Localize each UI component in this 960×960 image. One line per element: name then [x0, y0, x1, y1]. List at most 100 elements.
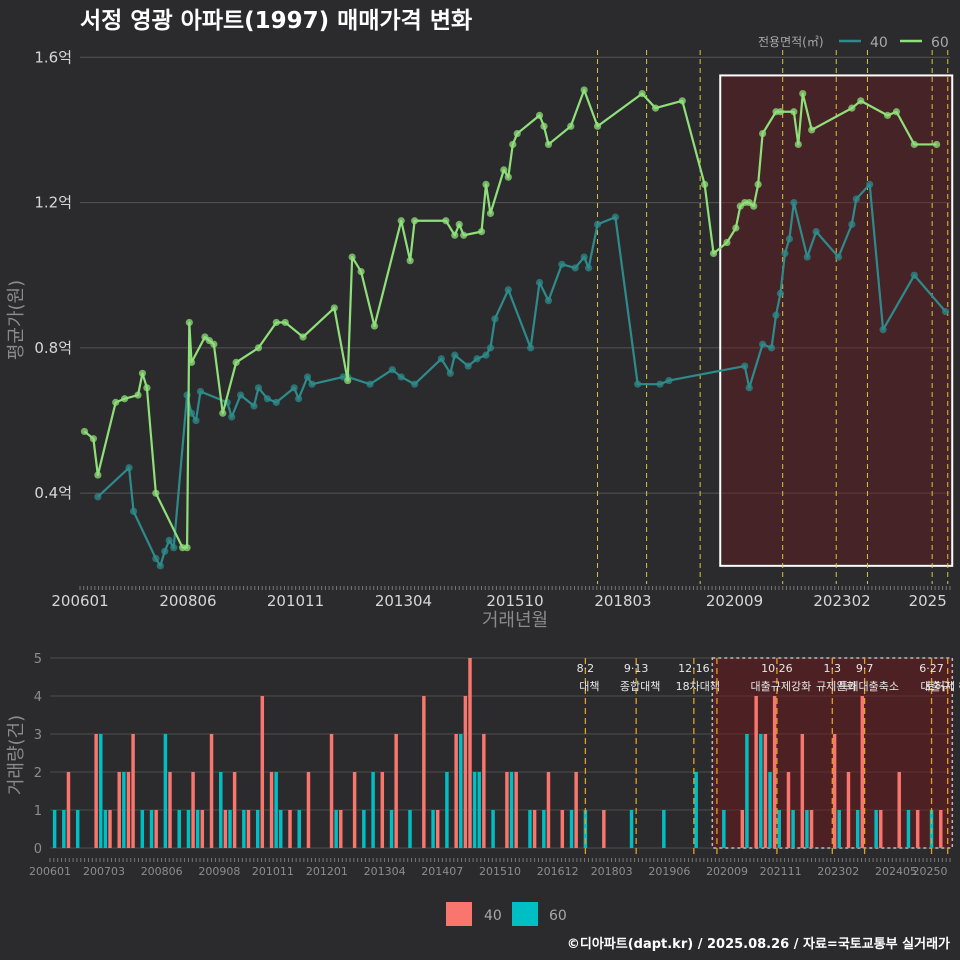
volume-bar-40 — [246, 810, 251, 848]
x-axis-label: 거래년월 — [482, 610, 548, 631]
series-60-line — [83, 88, 937, 549]
volume-bar-60 — [195, 810, 200, 848]
x-tick-label-5: 201803 — [594, 592, 651, 610]
y-tick-label-1: 0.8억 — [34, 339, 72, 357]
volume-x-tick-label-14: 202302 — [817, 865, 859, 878]
volume-bar-60 — [122, 772, 126, 848]
volume-bar-60 — [186, 810, 191, 848]
policy-date-6: 9·7 — [856, 662, 874, 675]
volume-bar-40 — [532, 810, 537, 848]
volume-bar-60 — [242, 810, 246, 848]
volume-bar-60 — [219, 772, 223, 848]
volume-bar-60 — [389, 810, 394, 848]
volume-bar-40 — [740, 810, 745, 848]
volume-bar-40 — [108, 810, 112, 848]
volume-bar-60 — [371, 772, 375, 848]
volume-bar-60 — [472, 772, 477, 848]
volume-bar-60 — [445, 772, 449, 848]
volume-bar-40 — [574, 772, 578, 848]
volume-bar-40 — [394, 734, 398, 848]
volume-bar-40 — [560, 810, 565, 848]
x-tick-label-8: 2025 — [909, 592, 947, 610]
policy-label-1: 종합대책 — [620, 680, 660, 693]
volume-bar-40 — [939, 810, 943, 848]
policy-label-8: 토허제 해제 — [925, 679, 960, 693]
volume-bar-40 — [269, 772, 274, 848]
volume-bar-60 — [75, 810, 80, 848]
top-legend: 전용면적(㎡) 40 60 — [758, 35, 949, 51]
volume-bar-60 — [228, 810, 232, 848]
volume-x-tick-label-4: 201011 — [252, 865, 294, 878]
volume-bar-40 — [602, 810, 606, 848]
policy-date-7: 6·27 — [919, 662, 944, 675]
x-tick-label-0: 200601 — [51, 592, 108, 610]
volume-bar-60 — [768, 772, 772, 848]
volume-bar-40 — [223, 810, 228, 848]
volume-bar-60 — [874, 810, 878, 848]
policy-date-0: 8·2 — [577, 662, 595, 675]
volume-bar-60 — [777, 810, 781, 848]
volume-x-tick-label-12: 202009 — [706, 865, 748, 878]
volume-bar-60 — [408, 810, 412, 848]
chart-title: 서정 영광 아파트(1997) 매매가격 변화 — [80, 8, 472, 34]
policy-label-4: 대출규제강화 — [751, 680, 812, 693]
x-tick-label-1: 200806 — [159, 592, 216, 610]
volume-bar-60 — [491, 810, 495, 848]
volume-bar-60 — [459, 734, 463, 848]
volume-bar-40 — [117, 772, 121, 848]
volume-bar-40 — [546, 772, 551, 848]
volume-bar-40 — [126, 772, 131, 848]
volume-bar-40 — [94, 734, 98, 848]
volume-bar-60 — [509, 772, 514, 848]
volume-y-tick-1: 1 — [34, 804, 42, 819]
volume-bar-60 — [297, 810, 301, 848]
bottom-legend-60-label: 60 — [549, 908, 567, 924]
volume-bar-60 — [855, 810, 860, 848]
volume-bar-40 — [846, 772, 851, 848]
volume-bar-60 — [274, 772, 278, 848]
policy-date-4: 10·26 — [761, 662, 793, 675]
volume-bar-40 — [879, 810, 883, 848]
volume-bar-40 — [897, 772, 901, 848]
legend-40-label: 40 — [870, 35, 888, 51]
volume-bar-40 — [380, 772, 385, 848]
y-tick-label-0: 0.4억 — [34, 484, 72, 502]
volume-bar-60 — [837, 810, 841, 848]
volume-bar-40 — [422, 696, 426, 848]
volume-bar-40 — [514, 772, 518, 848]
volume-bar-40 — [131, 734, 135, 848]
legend-60-swatch — [512, 902, 538, 926]
volume-bar-40 — [352, 772, 357, 848]
bottom-legend: 40 60 — [446, 902, 567, 926]
volume-bar-60 — [103, 810, 108, 848]
volume-bar-40 — [482, 734, 486, 848]
volume-y-axis-label: 거래량(건) — [6, 715, 27, 795]
volume-panel: 0 1 2 3 4 5 8·2 대책 9·13 종합대책 12·16 18차대책 10·26 대출규제강화… — [29, 652, 960, 878]
volume-bar-40 — [772, 696, 777, 848]
volume-bar-60 — [805, 810, 809, 848]
volume-bar-60 — [334, 810, 338, 848]
volume-bar-40 — [800, 734, 805, 848]
price-panel: 0.4억 0.8억 1.2억 1.6억 200601 200806 201011 201304… — [34, 48, 954, 610]
volume-bar-40 — [435, 810, 440, 848]
volume-bar-40 — [66, 772, 71, 848]
volume-bar-60 — [745, 734, 749, 848]
volume-bar-40 — [763, 734, 768, 848]
volume-bar-60 — [62, 810, 66, 848]
volume-bar-60 — [569, 810, 574, 848]
volume-x-tick-label-15: 202405 — [875, 865, 917, 878]
x-tick-label-7: 202302 — [813, 592, 870, 610]
policy-label-7: 대출규 — [920, 680, 950, 693]
volume-bar-60 — [542, 810, 546, 848]
policy-label-2: 18차대책 — [676, 680, 720, 693]
footer-credit: ©디아파트(dapt.kr) / 2025.08.26 / 자료=국토교통부 실… — [567, 936, 950, 952]
volume-x-tick-label-11: 201906 — [648, 865, 690, 878]
volume-y-tick-5: 5 — [34, 652, 42, 667]
volume-x-tick-label-8: 201510 — [479, 865, 521, 878]
legend-title: 전용면적(㎡) — [758, 35, 824, 49]
volume-bar-40 — [168, 772, 172, 848]
volume-bar-40 — [232, 772, 237, 848]
volume-bar-40 — [832, 734, 837, 848]
legend-60-label: 60 — [931, 35, 949, 51]
